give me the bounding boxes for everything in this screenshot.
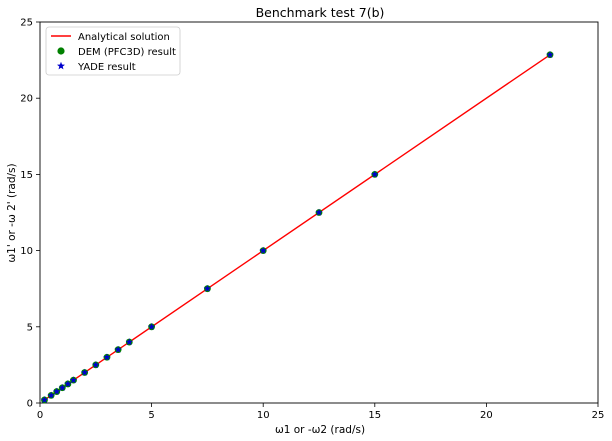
x-axis-label: ω1 or -ω2 (rad/s) [275, 424, 365, 436]
legend-box [45, 26, 181, 76]
legend-label-analytical: Analytical solution [78, 32, 170, 43]
yade-point [58, 383, 66, 391]
yade-point [147, 323, 156, 330]
y-tick-label: 5 [27, 322, 33, 333]
chart-title: Benchmark test 7(b) [256, 5, 385, 20]
legend: Analytical solution DEM (PFC3D) result Y… [45, 26, 181, 76]
legend-circle-swatch [57, 47, 65, 55]
y-tick-label: 25 [20, 18, 33, 29]
yade-point [259, 246, 267, 254]
x-tick-label: 15 [368, 410, 381, 421]
x-tick-label: 10 [257, 410, 270, 421]
legend-label-yade: YADE result [77, 62, 136, 73]
x-tick-label: 25 [592, 410, 605, 421]
yade-point [81, 368, 89, 376]
legend-star-swatch [57, 61, 65, 70]
y-axis-label: ω1' or -ω 2' (rad/s) [6, 163, 18, 262]
yade-point [315, 208, 323, 216]
x-tick-label: 20 [480, 410, 493, 421]
yade-point [40, 396, 49, 404]
x-tick-label: 0 [37, 410, 43, 421]
y-tick-label: 20 [20, 94, 33, 105]
yade-point [371, 170, 379, 178]
legend-label-dem: DEM (PFC3D) result [78, 47, 176, 58]
plot-area: 0 5 10 15 20 25 0 5 10 15 20 25 [20, 18, 604, 422]
x-tick-label: 5 [148, 410, 154, 421]
yade-point [69, 376, 78, 384]
y-tick-label: 15 [20, 170, 33, 181]
yade-point [114, 345, 122, 353]
yade-point [546, 50, 554, 58]
yade-point [125, 338, 133, 346]
x-axis: 0 5 10 15 20 25 [37, 403, 605, 421]
yade-point [53, 387, 61, 395]
y-axis: 0 5 10 15 20 25 [20, 18, 40, 410]
y-tick-label: 0 [27, 399, 33, 410]
yade-point [203, 284, 212, 292]
yade-point [103, 353, 111, 361]
series-layer [40, 50, 554, 404]
axes-frame [39, 21, 599, 404]
yade-point [64, 380, 72, 388]
yade-point [47, 391, 55, 399]
yade-point [92, 361, 100, 368]
y-tick-label: 10 [20, 246, 33, 257]
